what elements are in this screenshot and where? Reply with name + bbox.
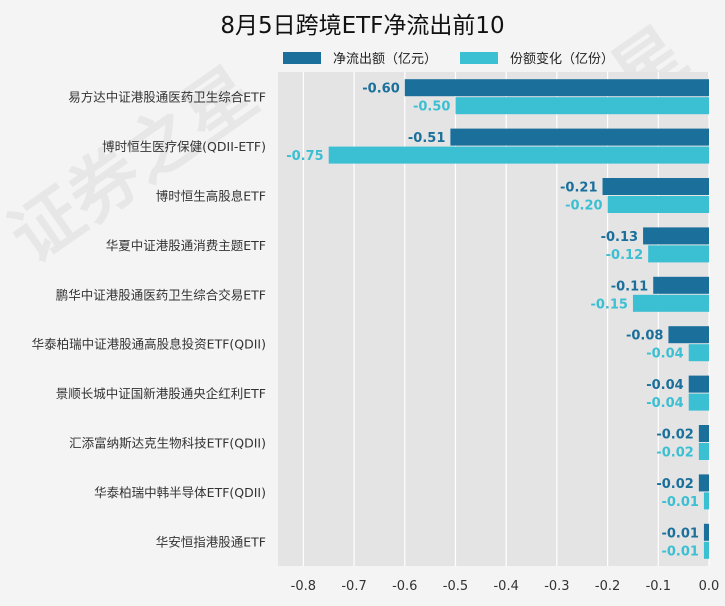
bar-share-change xyxy=(632,294,709,312)
data-label: -0.51 xyxy=(408,131,445,146)
bar-share-change xyxy=(703,492,709,510)
data-label: -0.08 xyxy=(626,329,663,344)
bar-share-change xyxy=(698,443,709,460)
bar-net-outflow xyxy=(643,227,709,245)
data-label: -0.60 xyxy=(362,82,399,97)
category-label: 华泰柏瑞中韩半导体ETF(QDII) xyxy=(94,485,266,500)
x-tick-label: -0.6 xyxy=(392,579,417,594)
legend-item-share-change: 份额变化（亿份） xyxy=(460,48,614,67)
x-tick-label: 0.0 xyxy=(699,579,720,594)
data-label: -0.01 xyxy=(661,495,698,510)
legend-label-share-change: 份额变化（亿份） xyxy=(510,52,615,67)
legend-swatch-share-change xyxy=(460,51,498,64)
bar-net-outflow xyxy=(688,375,709,393)
category-label: 华安恒指港股通ETF xyxy=(156,534,266,549)
data-label: -0.01 xyxy=(661,526,698,541)
x-tick-label: -0.4 xyxy=(493,579,518,594)
data-label: -0.21 xyxy=(560,181,597,196)
bar-net-outflow xyxy=(698,425,709,442)
x-tick-label: -0.3 xyxy=(544,579,569,594)
data-label: -0.15 xyxy=(590,297,627,312)
data-label: -0.75 xyxy=(286,149,323,164)
category-label: 易方达中证港股通医药卫生综合ETF xyxy=(68,90,266,105)
bar-net-outflow xyxy=(698,474,709,492)
bar-net-outflow xyxy=(450,128,709,146)
data-label: -0.13 xyxy=(601,230,638,245)
data-label: -0.12 xyxy=(606,248,643,263)
category-label: 华夏中证港股通消费主题ETF xyxy=(106,238,266,253)
x-tick-label: -0.8 xyxy=(291,579,316,594)
legend-label-net-outflow: 净流出额（亿元） xyxy=(333,52,438,67)
category-label: 博时恒生高股息ETF xyxy=(156,189,266,204)
bar-share-change xyxy=(688,393,709,411)
category-label: 景顺长城中证国新港股通央企红利ETF xyxy=(56,386,266,401)
bar-share-change xyxy=(607,196,709,213)
data-label: -0.04 xyxy=(646,378,683,393)
bar-share-change xyxy=(703,541,709,559)
bar-net-outflow xyxy=(404,79,709,97)
data-label: -0.02 xyxy=(656,477,693,492)
x-tick-label: -0.7 xyxy=(341,579,366,594)
bar-share-change xyxy=(648,245,709,263)
category-label: 博时恒生医疗保健(QDII-ETF) xyxy=(102,139,266,154)
data-label: -0.04 xyxy=(646,396,683,411)
bar-net-outflow xyxy=(703,523,709,541)
plot-area xyxy=(278,72,709,566)
legend-item-net-outflow: 净流出额（亿元） xyxy=(283,48,437,67)
category-label: 汇添富纳斯达克生物科技ETF(QDII) xyxy=(69,436,266,451)
data-label: -0.02 xyxy=(656,446,693,461)
x-tick-label: -0.1 xyxy=(646,579,671,594)
bar-net-outflow xyxy=(653,276,709,294)
bar-share-change xyxy=(455,97,709,115)
x-tick-label: -0.5 xyxy=(443,579,468,594)
data-label: -0.02 xyxy=(656,428,693,443)
data-label: -0.11 xyxy=(611,279,648,294)
data-label: -0.04 xyxy=(646,347,683,362)
bar-net-outflow xyxy=(668,326,709,344)
bar-share-change xyxy=(328,146,709,164)
legend-swatch-net-outflow xyxy=(283,51,321,64)
data-label: -0.01 xyxy=(661,544,698,559)
x-tick-label: -0.2 xyxy=(595,579,620,594)
bar-share-change xyxy=(688,344,709,362)
bar-net-outflow xyxy=(602,178,709,195)
category-label: 鹏华中证港股通医药卫生综合交易ETF xyxy=(56,287,266,302)
category-label: 华泰柏瑞中证港股通高股息投资ETF(QDII) xyxy=(32,337,266,352)
data-label: -0.50 xyxy=(413,100,450,115)
chart-title: 8月5日跨境ETF净流出前10 xyxy=(220,13,505,39)
data-label: -0.20 xyxy=(565,199,602,214)
